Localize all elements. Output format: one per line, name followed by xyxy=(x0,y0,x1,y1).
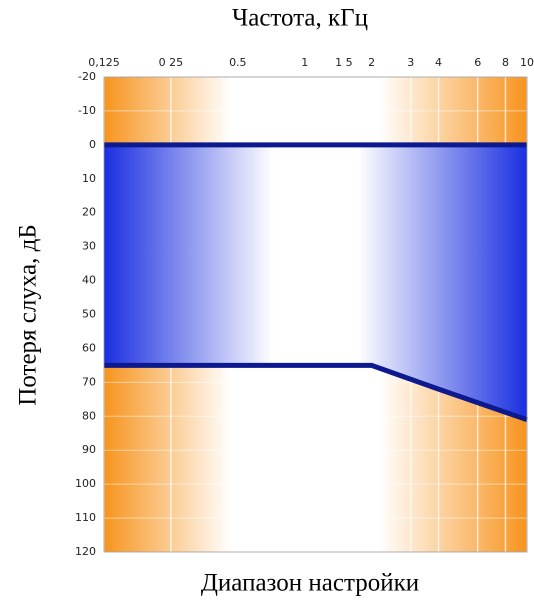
x-tick-label: 8 xyxy=(502,56,509,69)
range-line xyxy=(104,362,528,423)
y-tick-label: 100 xyxy=(75,477,96,490)
y-tick-label: 70 xyxy=(82,375,96,388)
y-tick-label: -10 xyxy=(78,104,96,117)
y-tick-label: 0 xyxy=(89,138,96,151)
caption: Диапазон настройки xyxy=(201,570,419,597)
x-tick-label: 3 xyxy=(407,56,414,69)
y-tick-label: 90 xyxy=(82,443,96,456)
y-tick-label: 20 xyxy=(82,206,96,219)
plot-frame xyxy=(103,76,528,553)
y-tick-label: 60 xyxy=(82,341,96,354)
range-area xyxy=(104,144,527,420)
y-tick-label: -20 xyxy=(78,70,96,83)
y-tick-label: 80 xyxy=(82,409,96,422)
y-tick-label: 110 xyxy=(75,511,96,524)
x-tick-label: 0.5 xyxy=(229,56,247,69)
x-tick-label: 4 xyxy=(435,56,442,69)
x-tick-label: 0,125 xyxy=(88,56,120,69)
y-tick-label: 50 xyxy=(82,308,96,321)
x-tick-label: 2 xyxy=(368,56,375,69)
x-tick-label: 10 xyxy=(520,56,534,69)
x-tick-label: 1 5 xyxy=(335,56,353,69)
chart-title: Частота, кГц xyxy=(232,5,368,32)
x-tick-label: 6 xyxy=(474,56,481,69)
y-axis-label: Потеря слуха, дБ xyxy=(15,224,42,405)
y-tick-label: 120 xyxy=(75,545,96,558)
y-tick-label: 40 xyxy=(82,274,96,287)
x-tick-label: 0 25 xyxy=(159,56,184,69)
y-tick-label: 10 xyxy=(82,172,96,185)
x-tick-label: 1 xyxy=(301,56,308,69)
y-tick-label: 30 xyxy=(82,240,96,253)
